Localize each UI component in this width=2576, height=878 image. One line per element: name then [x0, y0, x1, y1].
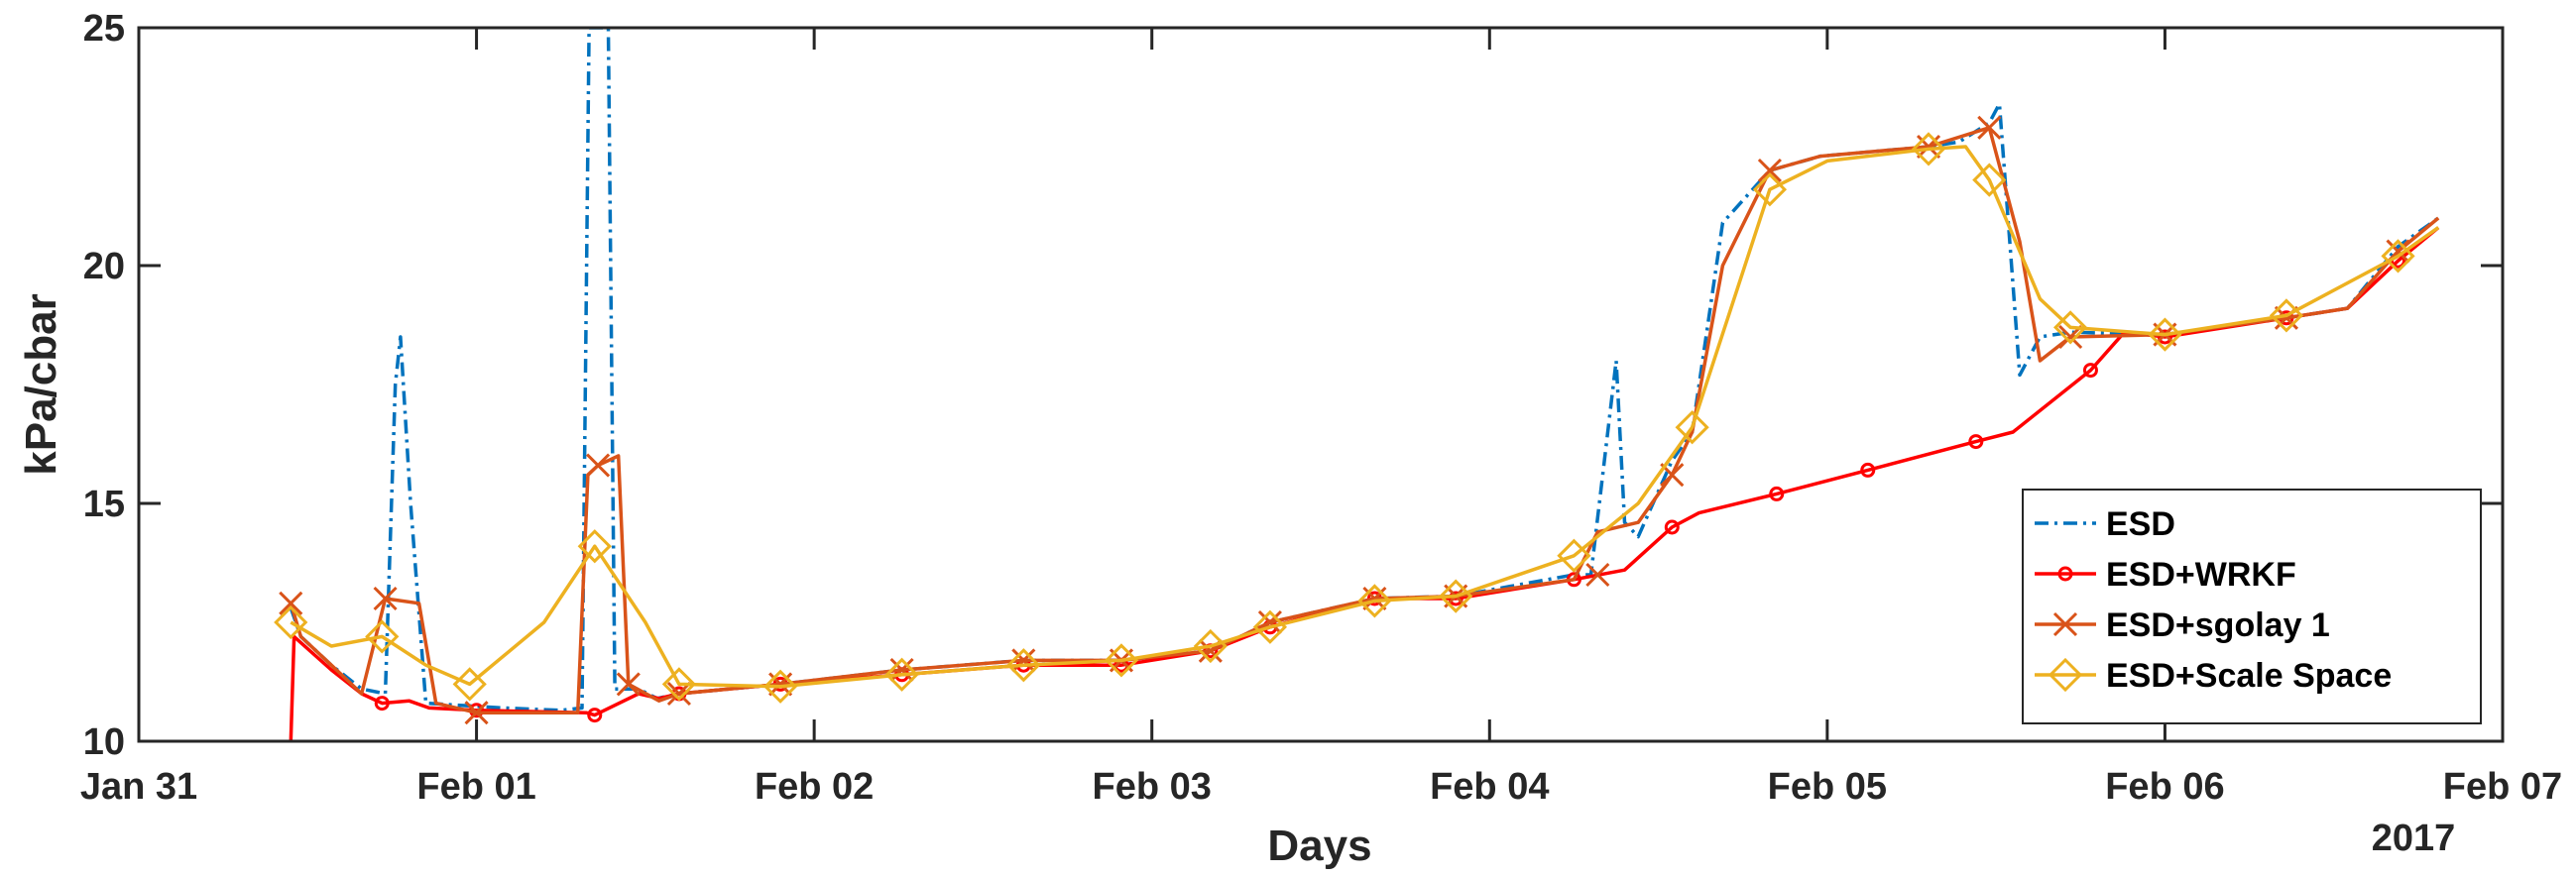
data-point: [2381, 239, 2415, 274]
x-tick-label: Feb 07: [2443, 766, 2562, 808]
data-point: [1585, 562, 1610, 588]
data-point: [1104, 643, 1139, 678]
series-line: [289, 226, 2440, 741]
data-point: [1972, 163, 2007, 197]
legend-swatch-marker: [2057, 566, 2073, 582]
legend-entry: ESD: [2035, 505, 2175, 543]
data-point: [2148, 317, 2182, 352]
data-point: [365, 619, 400, 654]
data-point: [374, 696, 390, 712]
legend-entry: ESD+sgolay 1: [2035, 606, 2330, 644]
data-point: [1968, 434, 1984, 450]
x-tick-label: Feb 01: [416, 766, 535, 808]
data-point: [1193, 628, 1228, 664]
legend-label: ESD+sgolay 1: [2106, 606, 2330, 644]
data-point: [661, 667, 697, 702]
data-point: [587, 708, 603, 723]
data-point: [1911, 132, 1946, 166]
data-point: [2269, 298, 2304, 333]
legend-entry: ESD+WRKF: [2035, 556, 2296, 594]
data-point: [1557, 538, 1591, 573]
data-point: [1977, 115, 2002, 140]
data-point: [1769, 486, 1785, 501]
data-point: [279, 591, 303, 615]
legend-entries: ESD ESD+WRKF ESD+sgolay 1 ESD+Scale Space: [2035, 505, 2392, 695]
data-point: [889, 657, 914, 683]
tick-layer: Jan 31 Feb 01 Feb 02 Feb 03 Feb 04 Feb 05 Feb …: [80, 8, 2562, 808]
y-axis-title: kPa/cbar: [17, 293, 65, 475]
data-point: [1439, 579, 1473, 613]
y-tick-label: 20: [83, 246, 125, 287]
data-point: [884, 657, 919, 692]
axes-box: [137, 26, 2505, 743]
data-point: [1757, 158, 1782, 183]
legend-swatch-marker: [2052, 611, 2078, 637]
data-point: [1006, 648, 1041, 683]
legend-label: ESD+Scale Space: [2106, 657, 2392, 695]
x-axis-title: Days: [1267, 822, 1371, 870]
x-tick-label: Feb 02: [755, 766, 874, 808]
y-tick-label: 25: [83, 8, 125, 50]
legend-entry: ESD+Scale Space: [2035, 657, 2392, 695]
data-point: [1675, 410, 1709, 445]
data-point: [1448, 591, 1464, 606]
data-point: [586, 453, 611, 478]
data-point: [616, 672, 641, 697]
data-point: [464, 701, 489, 725]
data-point: [1752, 172, 1788, 207]
legend-swatch-marker: [2048, 657, 2083, 693]
x-tick-label: Feb 03: [1093, 766, 1212, 808]
legend: ESD ESD+WRKF ESD+sgolay 1 ESD+Scale Space: [2022, 489, 2482, 724]
data-point: [1252, 609, 1288, 644]
data-point: [2082, 363, 2098, 379]
series-layer: [274, 28, 2440, 741]
data-point: [1357, 584, 1392, 618]
data-point: [666, 681, 691, 707]
data-point: [577, 529, 612, 564]
data-point: [1011, 648, 1036, 673]
series-esd-scale-space: [274, 132, 2440, 704]
y-tick-label: 15: [83, 484, 125, 525]
data-point: [373, 586, 398, 611]
data-point: [2052, 310, 2088, 345]
data-point: [762, 669, 798, 704]
x-tick-label: Feb 06: [2105, 766, 2224, 808]
data-point: [274, 604, 308, 640]
data-point: [452, 667, 487, 702]
legend-label: ESD: [2106, 505, 2175, 543]
x-tick-label: Feb 05: [1768, 766, 1887, 808]
x-axis-year-label: 2017: [2372, 818, 2456, 859]
data-point: [1860, 462, 1876, 478]
legend-label: ESD+WRKF: [2106, 556, 2296, 594]
legend-box: [2022, 489, 2482, 724]
data-point: [2157, 329, 2172, 345]
x-tick-label: Feb 04: [1430, 766, 1549, 808]
data-point: [1664, 519, 1680, 535]
y-tick-label: 10: [83, 721, 125, 763]
x-tick-label: Jan 31: [80, 766, 197, 808]
series-line: [290, 145, 2440, 689]
